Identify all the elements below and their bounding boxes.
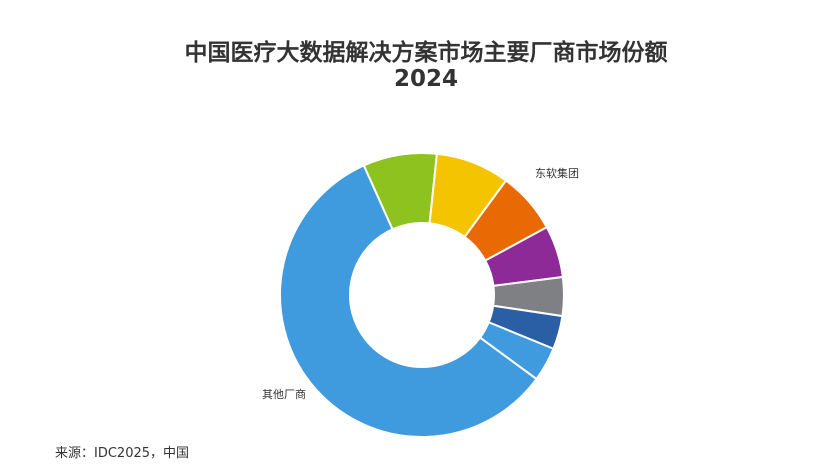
slice-label-neusoft: 东软集团: [535, 167, 579, 180]
source-note: 来源：IDC2025，中国: [55, 446, 190, 461]
donut-slice-8: [279, 164, 538, 438]
chart-subtitle: 2024: [393, 66, 458, 92]
chart-title: 中国医疗大数据解决方案市场主要厂商市场份额: [184, 40, 668, 66]
slice-label-others: 其他厂商: [262, 388, 306, 401]
